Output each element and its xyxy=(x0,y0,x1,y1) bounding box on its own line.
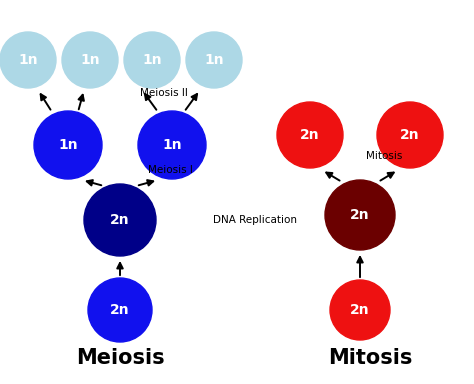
Text: 1n: 1n xyxy=(142,53,162,67)
Text: 2n: 2n xyxy=(400,128,420,142)
Circle shape xyxy=(0,32,56,88)
Circle shape xyxy=(325,180,395,250)
Circle shape xyxy=(84,184,156,256)
Text: 1n: 1n xyxy=(162,138,182,152)
Circle shape xyxy=(124,32,180,88)
Circle shape xyxy=(377,102,443,168)
Text: 1n: 1n xyxy=(58,138,78,152)
Text: Meiosis I: Meiosis I xyxy=(148,165,193,175)
Circle shape xyxy=(34,111,102,179)
Circle shape xyxy=(277,102,343,168)
Text: DNA Replication: DNA Replication xyxy=(213,215,297,225)
Text: 2n: 2n xyxy=(350,303,370,317)
Circle shape xyxy=(88,278,152,342)
Text: 1n: 1n xyxy=(204,53,224,67)
Text: Meiosis: Meiosis xyxy=(76,348,164,368)
Circle shape xyxy=(138,111,206,179)
Text: 1n: 1n xyxy=(80,53,100,67)
Text: 1n: 1n xyxy=(18,53,38,67)
Text: 2n: 2n xyxy=(350,208,370,222)
Text: Meiosis II: Meiosis II xyxy=(140,88,188,98)
Circle shape xyxy=(62,32,118,88)
Text: 2n: 2n xyxy=(300,128,320,142)
Text: 2n: 2n xyxy=(110,303,130,317)
Text: 2n: 2n xyxy=(110,213,130,227)
Text: Mitosis: Mitosis xyxy=(328,348,412,368)
Circle shape xyxy=(186,32,242,88)
Circle shape xyxy=(330,280,390,340)
Text: Mitosis: Mitosis xyxy=(366,151,402,161)
